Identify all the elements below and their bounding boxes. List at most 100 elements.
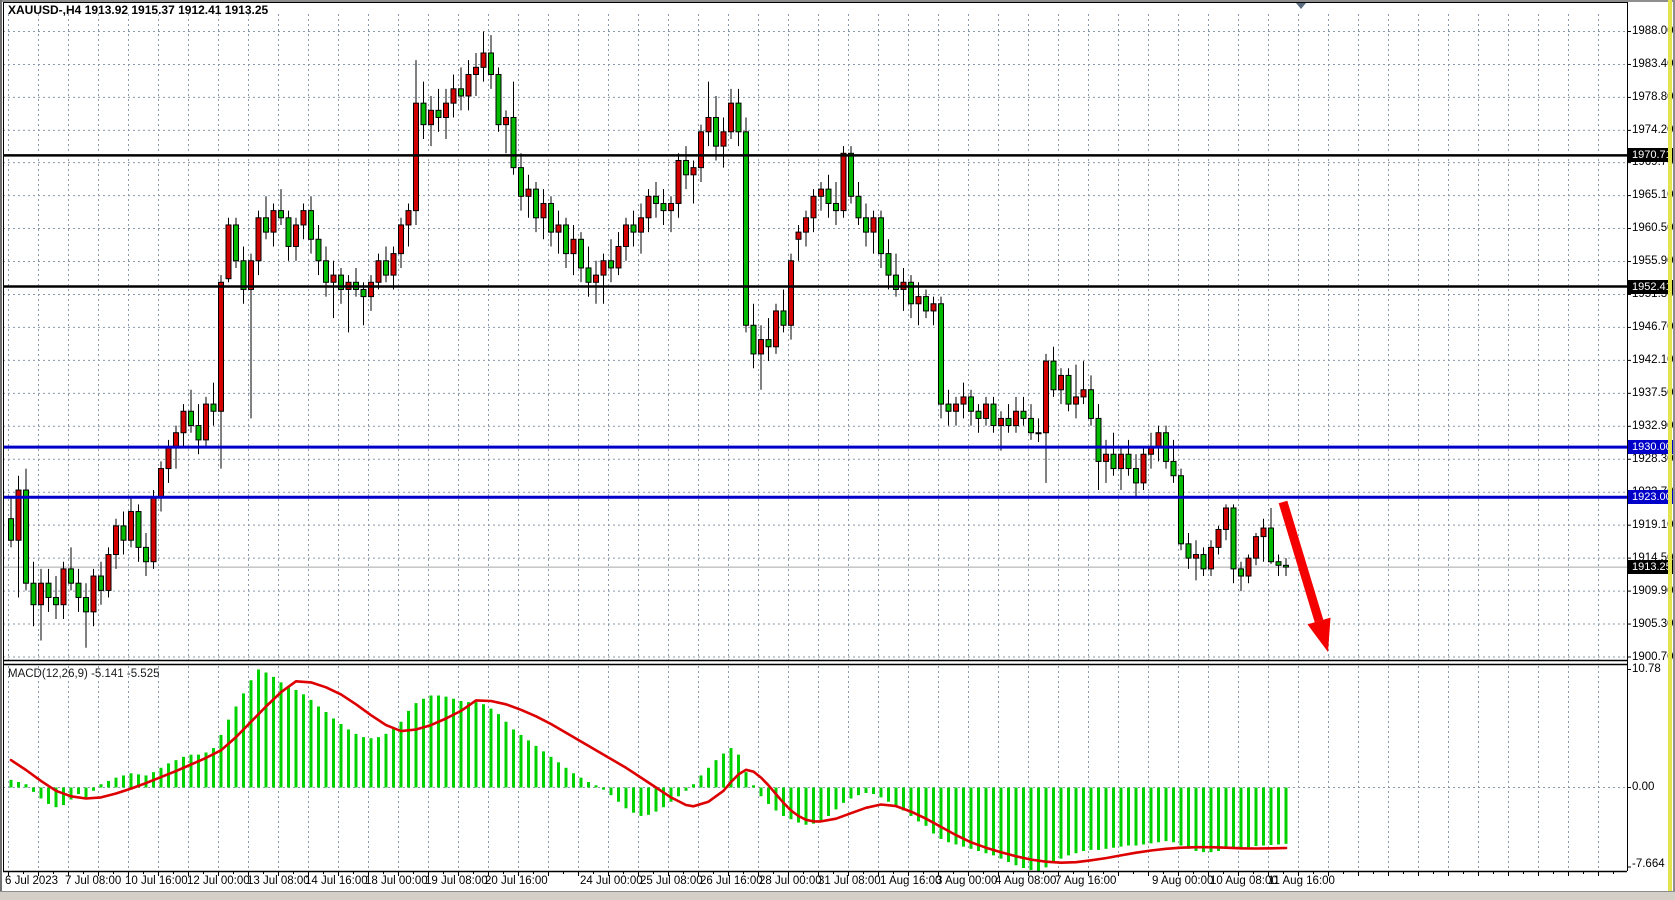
candle-body <box>645 195 652 219</box>
time-axis-label: 6 Jul 2023 <box>5 875 59 887</box>
level-marker-1930.00: 1930.00 <box>1628 440 1675 455</box>
level-marker-1952.41: 1952.41 <box>1628 279 1675 294</box>
candle-body <box>1125 453 1132 470</box>
candle-body <box>503 116 509 126</box>
candle-body <box>683 159 689 176</box>
candle-body <box>1275 561 1282 566</box>
candle-body <box>1283 564 1289 568</box>
candle-body <box>735 102 742 133</box>
candle-body <box>885 253 892 276</box>
price-axis-label: 1905.30 <box>1632 617 1674 630</box>
candle-body <box>60 568 67 606</box>
candle-body <box>270 210 277 233</box>
candle-body <box>323 260 329 283</box>
candle-body <box>1215 528 1222 548</box>
candle-body <box>818 188 824 197</box>
candle-body <box>330 274 337 283</box>
candle-body <box>990 403 997 427</box>
candle-body <box>105 554 112 591</box>
candle-body <box>758 339 764 355</box>
price-axis-label: 1942.10 <box>1632 353 1674 366</box>
candle-body <box>825 188 832 204</box>
macd-axis-label: 0.00 <box>1632 781 1655 793</box>
candle-body <box>1230 507 1237 570</box>
time-axis-label: 20 Jul 16:00 <box>485 875 548 887</box>
time-axis-label: 28 Jul 00:00 <box>759 875 822 887</box>
candle-body <box>983 403 989 419</box>
price-axis-label: 1988.00 <box>1632 25 1674 37</box>
candle-body <box>923 296 929 312</box>
candle-body <box>428 109 434 126</box>
candle-body <box>960 396 967 405</box>
time-axis-label: 7 Aug 16:00 <box>1055 875 1117 887</box>
time-axis-label: 14 Jul 16:00 <box>305 875 368 887</box>
candle-body <box>1200 554 1207 570</box>
candle-body <box>705 116 712 133</box>
candle-body <box>930 303 937 312</box>
candle-body <box>98 575 104 591</box>
candle-body <box>878 217 884 255</box>
time-axis-label: 7 Jul 08:00 <box>65 875 122 887</box>
candle-body <box>563 224 569 255</box>
candle-body <box>285 217 292 247</box>
candle-body <box>1133 468 1139 484</box>
candle-body <box>750 324 757 355</box>
candle-body <box>690 167 697 176</box>
candle-body <box>1065 374 1072 405</box>
price-axis-label: 1928.30 <box>1632 452 1674 465</box>
candle-body <box>533 188 539 219</box>
trend-arrow-shaft[interactable] <box>1278 500 1324 623</box>
candle-body <box>615 245 622 269</box>
candle-body <box>698 131 704 169</box>
candle-body <box>555 224 562 233</box>
candle-body <box>548 202 554 233</box>
candle-body <box>255 217 262 262</box>
candle-body <box>443 102 449 118</box>
candle-body <box>1080 389 1087 398</box>
candle-body <box>165 446 172 470</box>
candle-body <box>570 238 577 255</box>
candle-body <box>15 489 22 541</box>
price-axis-label: 1919.10 <box>1632 518 1674 531</box>
macd-axis-label: 10.78 <box>1632 662 1661 675</box>
candle-body <box>53 597 59 606</box>
candle-body <box>578 238 584 269</box>
candle-body <box>495 73 502 126</box>
candle-body <box>593 274 599 283</box>
trend-arrow-head[interactable] <box>1307 617 1331 652</box>
candle-body <box>870 217 877 233</box>
candle-body <box>458 88 464 97</box>
price-axis-label: 1960.50 <box>1632 222 1674 235</box>
candle-body <box>1043 360 1049 434</box>
candle-body <box>68 568 74 584</box>
time-axis-label: 11 Aug 16:00 <box>1268 875 1335 887</box>
window-left-edge <box>0 0 2 900</box>
candle-body <box>450 88 457 104</box>
candle-body <box>1245 557 1252 577</box>
candle-body <box>128 511 134 541</box>
candle-body <box>780 310 787 326</box>
candle-body <box>143 546 149 563</box>
candle-body <box>840 152 847 212</box>
time-axis-label: 12 Jul 00:00 <box>187 875 250 887</box>
candle-body <box>1035 432 1042 435</box>
candle-body <box>668 202 674 212</box>
candle-body <box>473 66 479 75</box>
candle-body <box>1110 453 1117 470</box>
candle-body <box>278 210 284 219</box>
candle-body <box>30 582 37 606</box>
time-axis-label: 13 Jul 08:00 <box>247 875 310 887</box>
candle-body <box>338 274 344 290</box>
candle-body <box>150 496 157 563</box>
candle-body <box>848 152 854 197</box>
candle-body <box>195 425 202 441</box>
time-axis-label: 24 Jul 00:00 <box>580 875 643 887</box>
candle-body <box>300 210 307 226</box>
candle-body <box>240 260 247 290</box>
candle-body <box>1208 546 1214 570</box>
candle-body <box>1185 543 1192 559</box>
candle-body <box>1193 554 1199 559</box>
candle-body <box>675 159 682 204</box>
